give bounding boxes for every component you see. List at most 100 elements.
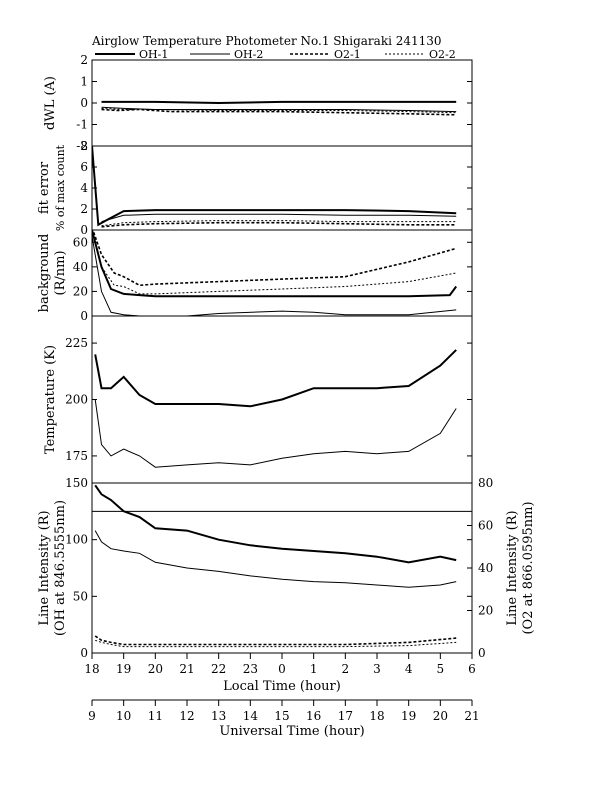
y-tick-label-100: 100 [65, 533, 88, 547]
y-tick-label-50: 50 [73, 589, 88, 603]
x-axis-label-local: Local Time (hour) [223, 679, 341, 694]
chart-title: Airglow Temperature Photometer No.1 Shig… [91, 34, 442, 48]
series-oh-1-fit [92, 146, 457, 227]
legend-label-o2-2: O2-2 [429, 48, 456, 61]
y-right-tick-label-40: 40 [478, 561, 493, 575]
y-tick-label-0: 0 [80, 646, 88, 660]
panel-frame [91, 145, 473, 231]
panel-frame [91, 482, 473, 654]
series-o2-1-intensity [94, 635, 457, 646]
x-tick-label-local-21: 21 [179, 662, 194, 676]
y-axis-label-intensity: Line Intensity (R) [37, 510, 52, 625]
y-tick-label-2: 2 [80, 202, 88, 216]
y-right-tick-label-0: 0 [478, 646, 486, 660]
y-right-axis-sublabel: (O2 at 866.0595nm) [521, 501, 536, 634]
x-tick-label-local-6: 6 [468, 662, 476, 676]
x-tick-label-universal-17: 17 [338, 709, 353, 723]
y-tick-label-8: 8 [80, 139, 88, 153]
y-tick-label-4: 4 [80, 181, 88, 195]
x-tick-label-local-3: 3 [373, 662, 381, 676]
series-oh-2-intensity [94, 530, 457, 588]
series-o2-1-background [92, 230, 457, 287]
x-tick-label-local-23: 23 [243, 662, 258, 676]
series-o2-2-dwl [101, 107, 457, 114]
series-oh-2-background [92, 236, 457, 316]
x-tick-label-local-5: 5 [437, 662, 445, 676]
y-tick-label-200: 200 [65, 393, 88, 407]
panel-fit: 0 2 4 6 8 fit error% of max count [37, 139, 473, 237]
x-tick-label-universal-14: 14 [243, 709, 259, 723]
y-tick-label-0: 0 [80, 96, 88, 110]
panel-temperature: 175 200 225 Temperature (K) [43, 315, 473, 484]
panel-background: 0 20 40 60 background (R/nm) [37, 229, 473, 323]
x-tick-label-local-2: 2 [342, 662, 350, 676]
y-tick-label-1: -1 [76, 118, 88, 132]
series-oh-1-temperature [94, 349, 457, 408]
y-axis-sublabel-intensity: (OH at 846.5555nm) [53, 500, 68, 636]
x-tick-label-local-18: 18 [84, 662, 99, 676]
y-tick-label-0: 0 [80, 309, 88, 323]
x-axis-label-universal: Universal Time (hour) [219, 724, 364, 739]
x-tick-label-universal-15: 15 [274, 709, 289, 723]
series-oh-2-fit [101, 213, 457, 223]
x-tick-label-local-20: 20 [148, 662, 163, 676]
y-tick-label-2: 2 [80, 53, 88, 67]
y-axis-sublabel-fit: % of max count [54, 144, 67, 231]
x-tick-label-universal-19: 19 [401, 709, 416, 723]
y-axis-label-dwl: dWL (A) [43, 76, 58, 130]
x-tick-label-universal-11: 11 [148, 709, 163, 723]
y-right-tick-label-20: 20 [478, 604, 493, 618]
y-tick-label-0: 0 [80, 223, 88, 237]
y-tick-label-175: 175 [65, 449, 88, 463]
series-o2-1-fit [101, 221, 457, 228]
x-tick-label-universal-12: 12 [179, 709, 194, 723]
y-right-tick-label-80: 80 [478, 476, 493, 490]
legend-label-oh-2: OH-2 [234, 48, 263, 61]
series-oh-1-dwl [101, 100, 457, 105]
y-tick-label-1: 1 [80, 75, 88, 89]
series-o2-2-fit [101, 220, 457, 227]
x-tick-label-universal-9: 9 [88, 709, 96, 723]
panel-dwl: -2 -1 0 1 2 dWL (A) [43, 53, 473, 153]
panel-frame [91, 59, 473, 147]
x-tick-label-universal-18: 18 [369, 709, 384, 723]
y-axis-label-background: background [37, 234, 52, 313]
x-tick-label-universal-10: 10 [116, 709, 131, 723]
y-right-tick-label-60: 60 [478, 519, 493, 533]
series-oh-2-dwl [101, 106, 457, 113]
legend: OH-1 OH-2 O2-1 O2-2 [95, 48, 456, 61]
y-tick-label-6: 6 [80, 160, 88, 174]
y-axis-sublabel-background: (R/nm) [53, 250, 68, 295]
x-tick-label-local-22: 22 [211, 662, 226, 676]
x-tick-label-universal-21: 21 [464, 709, 479, 723]
legend-label-o2-1: O2-1 [334, 48, 361, 61]
x-axes: 18 19 20 21 22 23 0 1 2 3 4 5 69 10 11 12 13 14 15 16 17 18 19… [84, 653, 480, 723]
x-tick-label-universal-16: 16 [306, 709, 321, 723]
x-tick-label-local-1: 1 [310, 662, 318, 676]
series-oh-1-intensity [94, 484, 457, 564]
x-tick-label-local-19: 19 [116, 662, 131, 676]
y-tick-label-150: 150 [65, 476, 88, 490]
legend-label-oh-1: OH-1 [139, 48, 168, 61]
series-o2-2-intensity [95, 639, 457, 648]
y-tick-label-60: 60 [73, 235, 88, 249]
y-tick-label-20: 20 [73, 284, 88, 298]
y-right-axis-label: Line Intensity (R) [505, 510, 520, 625]
x-tick-label-local-0: 0 [278, 662, 286, 676]
y-tick-label-225: 225 [65, 336, 88, 350]
series-o2-2-background [92, 232, 457, 295]
y-tick-label-2: -2 [76, 139, 88, 153]
y-tick-label-40: 40 [73, 260, 88, 274]
series-oh-1-background [92, 230, 458, 298]
x-tick-label-universal-13: 13 [211, 709, 226, 723]
y-axis-label-fit: fit error [37, 161, 52, 214]
panel-frame [91, 229, 473, 317]
series-oh-2-temperature [94, 399, 457, 468]
chart-panels: -2 -1 0 1 2 dWL (A) 0 2 4 6 8 fit error% of max cou… [37, 53, 536, 660]
series-o2-1-dwl [101, 108, 457, 116]
x-tick-label-local-4: 4 [405, 662, 413, 676]
x-tick-label-universal-20: 20 [433, 709, 448, 723]
y-axis-label-temperature: Temperature (K) [43, 345, 58, 454]
